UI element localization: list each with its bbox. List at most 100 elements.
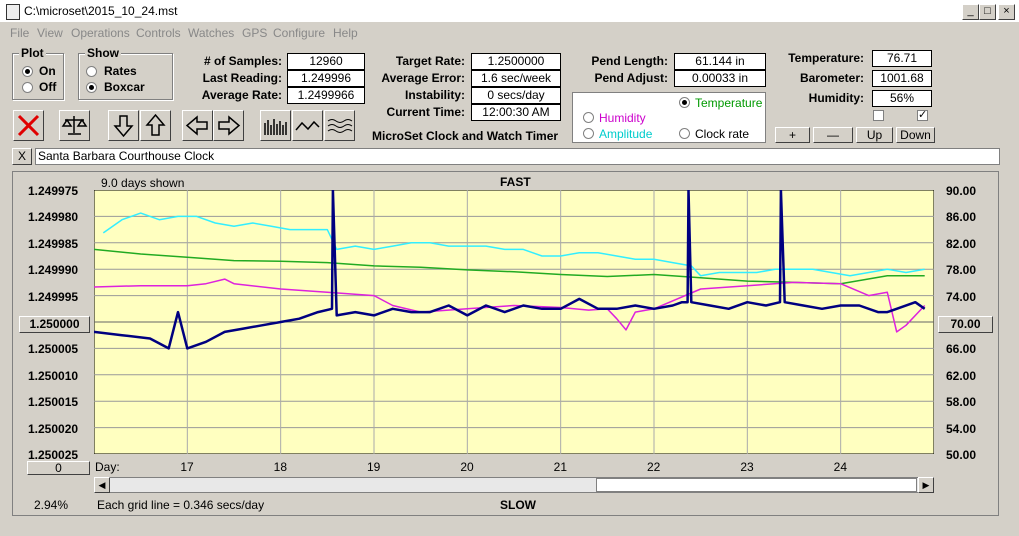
menu-view[interactable]: View	[37, 26, 63, 40]
show-rates-label: Rates	[104, 64, 137, 78]
days-shown-label: 9.0 days shown	[101, 176, 185, 190]
temperature-radio[interactable]	[679, 97, 690, 108]
y-right-tick: 50.00	[946, 448, 977, 462]
y-right-tick: 86.00	[946, 210, 977, 225]
series-clock-rate	[94, 190, 926, 350]
y-right-tick: 66.00	[946, 342, 977, 357]
x-tick: 20	[460, 460, 474, 474]
left-checkbox[interactable]	[873, 110, 884, 121]
pend-adjust-label: Pend Adjust:	[594, 71, 668, 85]
y-left-tick: 1.249985	[28, 236, 79, 251]
scale-minus-button[interactable]: —	[813, 127, 853, 143]
y-left-tick: 1.249990	[28, 263, 79, 278]
current-time-field: 12:00:30 AM	[471, 104, 561, 121]
menu-file[interactable]: File	[10, 26, 30, 40]
wave-graph-button[interactable]	[324, 110, 355, 141]
x-tick: 22	[647, 460, 661, 474]
show-group	[78, 53, 173, 100]
temperature-radio-label: Temperature	[695, 96, 763, 110]
humidity-radio[interactable]	[583, 112, 594, 123]
show-rates-radio[interactable]	[86, 66, 97, 77]
plot-on-radio[interactable]	[22, 66, 33, 77]
barometer-label: Barometer:	[799, 71, 864, 85]
samples-label: # of Samples:	[203, 54, 282, 68]
center-rate-button[interactable]: 1.250000	[19, 316, 90, 333]
percent-label: 2.94%	[34, 498, 69, 512]
scale-down-button[interactable]: Down	[896, 127, 935, 143]
plot-off-radio[interactable]	[22, 82, 33, 93]
menu-configure[interactable]: Configure	[273, 26, 326, 40]
scrollbar-thumb[interactable]	[596, 478, 917, 492]
app-caption: MicroSet Clock and Watch Timer	[372, 129, 559, 143]
zero-button[interactable]: 0	[27, 461, 90, 475]
scroll-left-button[interactable]: ◀	[94, 477, 110, 493]
balance-button[interactable]	[59, 110, 90, 141]
humidity-radio-label: Humidity	[599, 111, 646, 125]
clock-rate-radio[interactable]	[679, 128, 690, 139]
samples-field: 12960	[287, 53, 365, 70]
arrow-left-button[interactable]	[182, 110, 213, 141]
bar-graph-button[interactable]	[260, 110, 291, 141]
scale-plus-button[interactable]: +	[775, 127, 810, 143]
arrow-up-icon	[145, 113, 166, 136]
menu-gps[interactable]: GPS	[242, 26, 268, 40]
y-left-tick: 1.249995	[28, 289, 79, 304]
last-reading-label: Last Reading:	[202, 71, 282, 85]
title-bar: C:\microset\2015_10_24.mst _ □ ×	[0, 0, 1019, 22]
clock-name-field[interactable]: Santa Barbara Courthouse Clock	[35, 148, 1000, 165]
chart-frame	[12, 171, 999, 516]
humidity-label: Humidity:	[808, 91, 864, 105]
y-left-tick: 1.249975	[28, 184, 79, 198]
humidity-field: 56%	[872, 90, 932, 107]
scale-up-button[interactable]: Up	[856, 127, 893, 143]
scroll-right-button[interactable]: ▶	[918, 477, 934, 493]
y-left-tick: 1.250005	[28, 342, 79, 357]
amplitude-radio-label: Amplitude	[599, 127, 653, 141]
maximize-button[interactable]: □	[979, 4, 996, 20]
x-tick: 24	[833, 460, 848, 474]
menu-controls[interactable]: Controls	[136, 26, 181, 40]
right-checkbox[interactable]: ✓	[917, 109, 928, 121]
pend-length-field: 61.144 in	[674, 53, 766, 70]
line-graph-icon	[295, 120, 320, 131]
average-rate-label: Average Rate:	[201, 88, 282, 102]
close-button[interactable]: ×	[998, 4, 1015, 20]
amplitude-radio[interactable]	[583, 128, 594, 139]
arrow-left-icon	[185, 115, 208, 136]
target-rate-label: Target Rate:	[395, 54, 465, 68]
arrow-down-button[interactable]	[108, 110, 139, 141]
arrow-right-button[interactable]	[213, 110, 244, 141]
y-left-tick: 1.250025	[28, 448, 79, 462]
x-tick: 17	[180, 460, 194, 474]
minimize-button[interactable]: _	[962, 4, 979, 20]
y-right-tick: 54.00	[946, 421, 977, 436]
barometer-field: 1001.68	[872, 70, 932, 87]
temperature-label: Temperature:	[788, 51, 864, 65]
plot-off-label: Off	[39, 80, 57, 94]
average-error-label: Average Error:	[381, 71, 465, 85]
x-tick: 23	[740, 460, 754, 474]
grid-note: Each grid line = 0.346 secs/day	[97, 498, 265, 512]
pend-adjust-field: 0.00033 in	[674, 70, 766, 87]
arrow-right-icon	[218, 115, 241, 136]
show-group-title: Show	[85, 46, 121, 60]
show-boxcar-radio[interactable]	[86, 82, 97, 93]
bar-graph-icon	[264, 119, 287, 135]
series-humidity	[94, 278, 926, 333]
menu-operations[interactable]: Operations	[71, 26, 130, 40]
plot-on-label: On	[39, 64, 56, 78]
y-left-tick: 1.250015	[28, 395, 79, 410]
clock-close-button[interactable]: X	[12, 148, 32, 165]
menu-help[interactable]: Help	[333, 26, 358, 40]
arrow-up-button[interactable]	[140, 110, 171, 141]
average-error-field: 1.6 sec/week	[471, 70, 561, 87]
line-graph-button[interactable]	[292, 110, 323, 141]
y-right-tick: 74.00	[946, 289, 977, 304]
clear-button[interactable]	[13, 110, 44, 141]
center-temp-button[interactable]: 70.00	[938, 316, 993, 333]
red-x-icon	[17, 114, 40, 137]
temperature-field: 76.71	[872, 50, 932, 67]
menu-watches[interactable]: Watches	[188, 26, 235, 40]
instability-field: 0 secs/day	[471, 87, 561, 104]
y-right-tick: 90.00	[946, 184, 977, 198]
